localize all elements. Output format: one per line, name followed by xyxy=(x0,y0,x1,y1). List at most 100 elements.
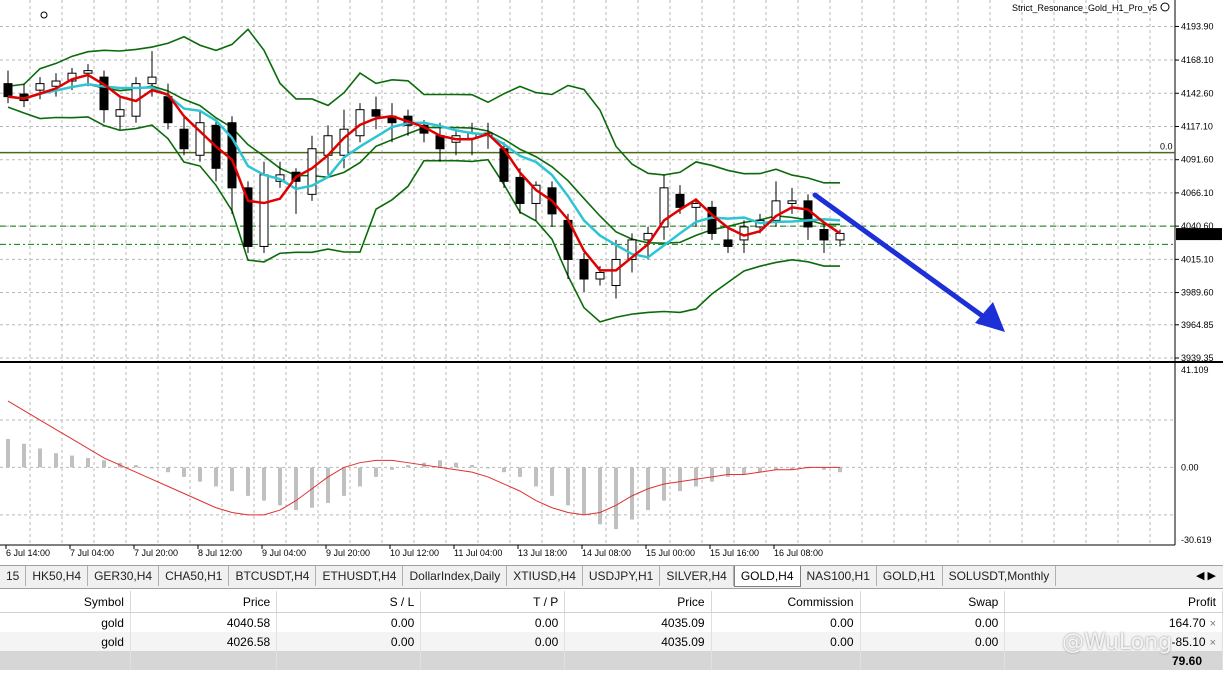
tab-gold-h1[interactable]: GOLD,H1 xyxy=(877,566,943,586)
column-header[interactable]: Price xyxy=(130,591,278,613)
osc-hist-bar xyxy=(470,465,474,468)
tab-ger30-h4[interactable]: GER30,H4 xyxy=(88,566,160,586)
price-tick-label: 4066.10 xyxy=(1181,188,1214,198)
table-cell: 0.00 xyxy=(276,612,422,632)
position-row[interactable]: gold 4026.58 0.00 0.00 4035.09 0.00 0.00 -85.10… xyxy=(0,632,1223,651)
osc-hist-bar xyxy=(294,467,298,511)
column-header[interactable]: Swap xyxy=(860,591,1006,613)
candle-body xyxy=(227,122,237,189)
osc-hist-bar xyxy=(278,467,282,506)
table-cell: gold xyxy=(0,632,131,651)
column-header[interactable]: Price xyxy=(564,591,712,613)
close-position-icon[interactable]: × xyxy=(1209,636,1216,649)
tab-scroll-arrows[interactable]: ◀ ▶ xyxy=(1189,566,1223,586)
candle-body xyxy=(51,80,61,87)
table-cell: 4035.09 xyxy=(564,612,712,632)
position-row[interactable]: gold 4040.58 0.00 0.00 4035.09 0.00 0.00 164.70… xyxy=(0,612,1223,632)
osc-hist-bar xyxy=(310,467,314,508)
tab-hk50-h4[interactable]: HK50,H4 xyxy=(26,566,89,586)
table-cell: 79.60 xyxy=(1004,651,1223,670)
osc-hist-bar xyxy=(214,467,218,487)
price-tick-label: 4040.60 xyxy=(1181,221,1214,231)
column-header[interactable]: Commission xyxy=(711,591,861,613)
time-tick-label: 14 Jul 08:00 xyxy=(582,548,631,558)
time-tick-label: 9 Jul 04:00 xyxy=(262,548,306,558)
table-cell: 164.70 × xyxy=(1004,612,1223,632)
tab-usdjpy-h1[interactable]: USDJPY,H1 xyxy=(583,566,661,586)
osc-tick-label: -30.619 xyxy=(1181,535,1212,545)
osc-tick-label: 0.00 xyxy=(1181,462,1199,472)
tab-cha50-h1[interactable]: CHA50,H1 xyxy=(159,566,230,586)
cell-value: 0.00 xyxy=(534,634,559,649)
reference-line-label: 0.0 xyxy=(1160,142,1173,152)
current-price-label: 4034.49 xyxy=(1179,229,1212,239)
cell-value: 164.70 xyxy=(1168,615,1206,630)
close-position-icon[interactable]: × xyxy=(1209,617,1216,630)
tab-ethusdt-h4[interactable]: ETHUSDT,H4 xyxy=(316,566,404,586)
price-tick-label: 4193.90 xyxy=(1181,21,1214,31)
tab-btcusdt-h4[interactable]: BTCUSDT,H4 xyxy=(229,566,317,586)
candle-body xyxy=(675,193,685,208)
osc-hist-bar xyxy=(262,467,266,501)
cell-value: 0.00 xyxy=(390,615,415,630)
watermark: @WuLong xyxy=(1062,630,1173,655)
table-cell xyxy=(420,651,566,670)
price-tick-label: 4168.10 xyxy=(1181,55,1214,65)
osc-hist-bar xyxy=(566,467,570,506)
column-header[interactable]: Profit xyxy=(1004,591,1223,613)
osc-hist-bar xyxy=(486,467,490,469)
tab-xtiusd-h4[interactable]: XTIUSD,H4 xyxy=(507,566,583,586)
price-tick-label: 3989.60 xyxy=(1181,288,1214,298)
chart-canvas[interactable]: 4193.90 4168.10 4142.60 4117.10 4091.60 4066.… xyxy=(0,0,1223,565)
column-header[interactable]: S / L xyxy=(276,591,422,613)
current-price-box xyxy=(1176,228,1222,241)
price-tick-label: 4142.60 xyxy=(1181,88,1214,98)
trend-arrow xyxy=(812,192,998,328)
osc-hist-bar xyxy=(342,467,346,496)
tab-solusdt-monthly[interactable]: SOLUSDT,Monthly xyxy=(943,566,1057,586)
candle-body xyxy=(179,128,189,150)
cell-value: 0.00 xyxy=(974,615,999,630)
candle-body xyxy=(771,200,781,221)
osc-hist-bar xyxy=(534,467,538,487)
candle-body xyxy=(659,187,669,228)
column-header[interactable]: T / P xyxy=(420,591,566,613)
time-tick-label: 6 Jul 14:00 xyxy=(6,548,50,558)
price-chart[interactable]: 4193.90 4168.10 4142.60 4117.10 4091.60 4066.… xyxy=(0,0,1223,565)
osc-hist-bar xyxy=(390,467,394,470)
candle-body xyxy=(531,184,541,204)
table-cell: 0.00 xyxy=(420,612,566,632)
table-cell: 0.00 xyxy=(420,632,566,651)
table-cell: 0.00 xyxy=(860,612,1006,632)
indicator-settings-icon[interactable] xyxy=(1160,2,1170,12)
time-tick-label: 15 Jul 16:00 xyxy=(710,548,759,558)
time-tick-label: 15 Jul 00:00 xyxy=(646,548,695,558)
tab-dollarindex-daily[interactable]: DollarIndex,Daily xyxy=(403,566,508,586)
osc-hist-bar xyxy=(518,467,522,477)
time-tick-label: 10 Jul 12:00 xyxy=(390,548,439,558)
tab-gold-h4[interactable]: GOLD,H4 xyxy=(733,566,801,587)
osc-hist-bar xyxy=(454,462,458,468)
osc-hist-bar xyxy=(38,448,42,468)
osc-hist-bar xyxy=(614,467,618,530)
candle-body xyxy=(515,176,525,204)
osc-hist-bar xyxy=(326,467,330,503)
candle-body xyxy=(707,206,717,234)
tab-silver-h4[interactable]: SILVER,H4 xyxy=(660,566,734,586)
column-header[interactable]: Symbol xyxy=(0,591,131,613)
table-cell: 4040.58 xyxy=(130,612,278,632)
indicator-name: Strict_Resonance_Gold_H1_Pro_v5 xyxy=(1012,3,1157,13)
candle-body xyxy=(115,109,125,117)
tab-15[interactable]: 15 xyxy=(0,566,27,586)
osc-hist-bar xyxy=(246,467,250,496)
table-cell: gold xyxy=(0,612,131,632)
candle-body xyxy=(803,200,813,228)
osc-hist-bar xyxy=(598,467,602,525)
tab-nas100-h1[interactable]: NAS100,H1 xyxy=(801,566,877,586)
candle-body xyxy=(611,258,621,287)
osc-hist-bar xyxy=(726,467,730,477)
table-cell: 0.00 xyxy=(711,632,861,651)
osc-hist-bar xyxy=(710,467,714,482)
table-cell: 0.00 xyxy=(276,632,422,651)
